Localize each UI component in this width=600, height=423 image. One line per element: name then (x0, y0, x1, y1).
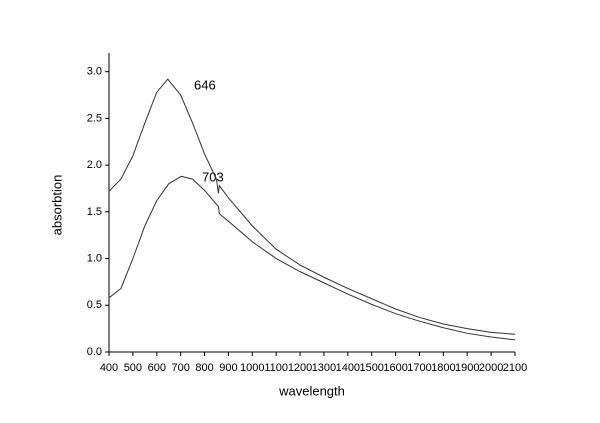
y-tick-label: 1.0 (87, 252, 102, 264)
data-line (108, 78, 516, 335)
x-axis-label: wavelength (278, 383, 345, 398)
x-tick-label: 1200 (288, 362, 312, 374)
x-tick-label: 600 (148, 362, 166, 374)
y-tick-label: 0.5 (87, 299, 102, 311)
y-tick-label: 1.5 (87, 206, 102, 218)
x-tick-label: 700 (171, 362, 189, 374)
x-tick-label: 900 (219, 362, 237, 374)
x-tick-label: 2000 (479, 362, 503, 374)
x-tick-label: 400 (100, 362, 118, 374)
y-tick-label: 2.0 (87, 159, 102, 171)
x-tick-label: 2100 (503, 362, 527, 374)
y-tick-label: 3.0 (87, 66, 102, 78)
y-axis-label: absorbtion (49, 175, 64, 236)
x-tick-label: 1500 (359, 362, 383, 374)
x-tick-label: 1400 (336, 362, 360, 374)
x-tick-label: 1000 (240, 362, 264, 374)
y-tick-label: 2.5 (87, 112, 102, 124)
x-tick-label: 1700 (407, 362, 431, 374)
x-tick-label: 500 (124, 362, 142, 374)
annotation: 646 (194, 77, 216, 92)
x-tick-label: 1600 (383, 362, 407, 374)
x-tick-label: 1300 (312, 362, 336, 374)
x-tick-label: 1900 (455, 362, 479, 374)
x-tick-label: 1100 (264, 362, 288, 374)
y-tick-label: 0.0 (87, 346, 102, 358)
annotation: 703 (202, 169, 224, 184)
x-tick-label: 1800 (431, 362, 455, 374)
x-tick-label: 800 (195, 362, 213, 374)
data-line (108, 175, 516, 341)
